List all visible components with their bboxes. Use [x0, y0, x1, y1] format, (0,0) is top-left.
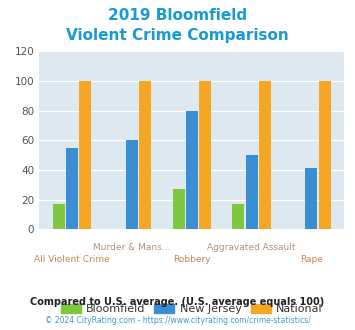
- Bar: [305, 169, 317, 229]
- Bar: [79, 81, 91, 229]
- Text: Violent Crime Comparison: Violent Crime Comparison: [66, 28, 289, 43]
- Bar: [199, 81, 211, 229]
- Bar: [173, 189, 185, 229]
- Text: Rape: Rape: [300, 255, 323, 264]
- Text: Compared to U.S. average. (U.S. average equals 100): Compared to U.S. average. (U.S. average …: [31, 297, 324, 307]
- Bar: [186, 111, 198, 229]
- Bar: [66, 148, 78, 229]
- Bar: [126, 140, 138, 229]
- Text: 2019 Bloomfield: 2019 Bloomfield: [108, 8, 247, 23]
- Text: © 2024 CityRating.com - https://www.cityrating.com/crime-statistics/: © 2024 CityRating.com - https://www.city…: [45, 316, 310, 325]
- Legend: Bloomfield, New Jersey, National: Bloomfield, New Jersey, National: [56, 299, 327, 319]
- Text: Aggravated Assault: Aggravated Assault: [207, 243, 296, 252]
- Bar: [259, 81, 271, 229]
- Bar: [318, 81, 331, 229]
- Bar: [233, 204, 244, 229]
- Bar: [139, 81, 151, 229]
- Text: Robbery: Robbery: [173, 255, 211, 264]
- Bar: [53, 204, 65, 229]
- Text: Murder & Mans...: Murder & Mans...: [93, 243, 170, 252]
- Bar: [246, 155, 257, 229]
- Text: All Violent Crime: All Violent Crime: [34, 255, 110, 264]
